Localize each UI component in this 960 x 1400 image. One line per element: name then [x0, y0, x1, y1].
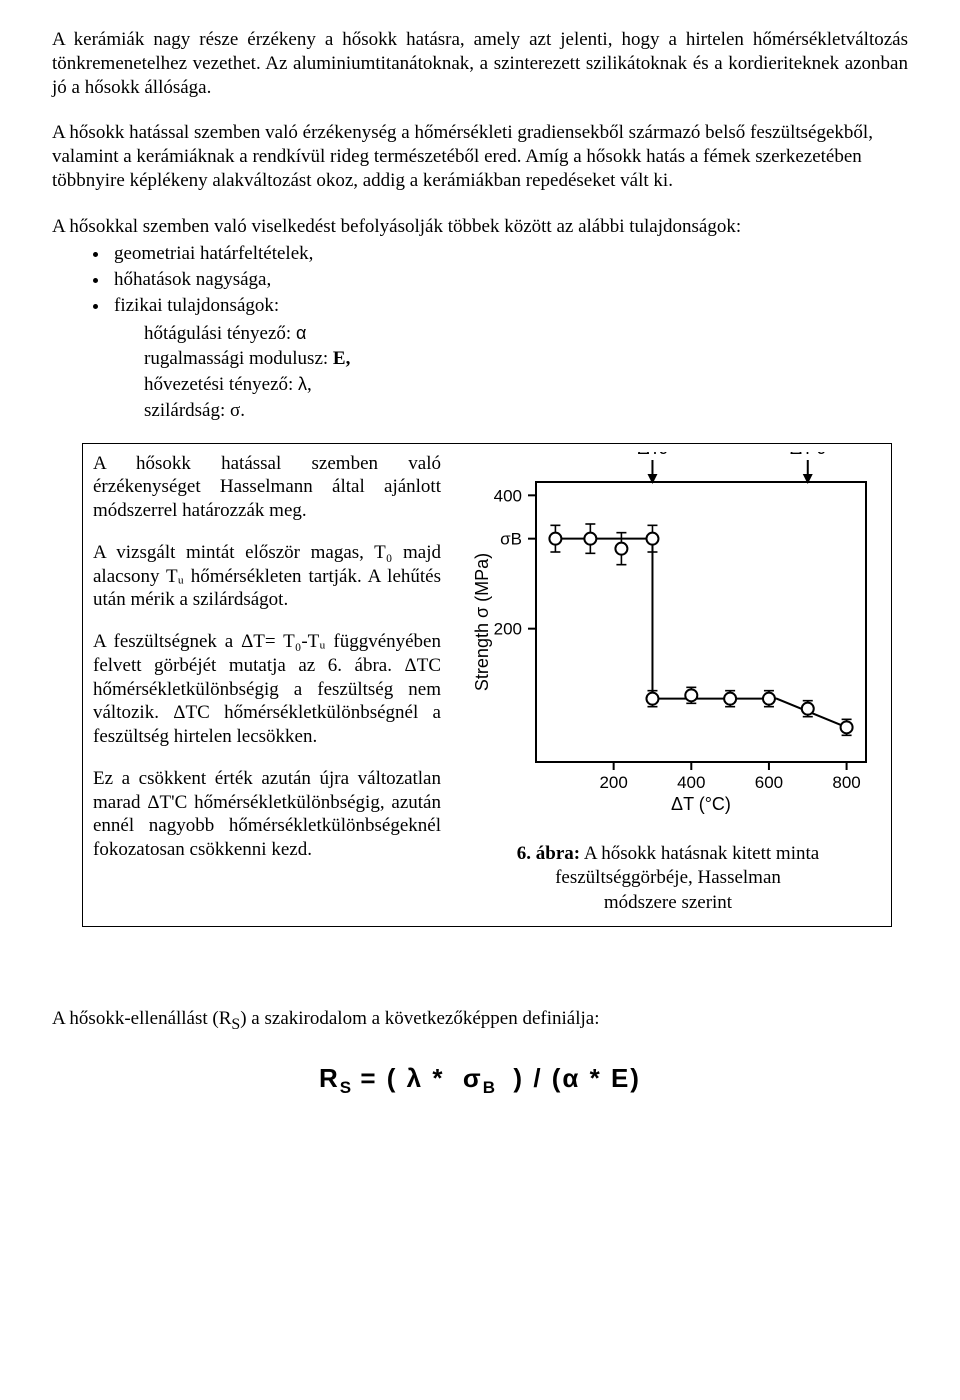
left-p4: Ez a csökkent érték azután újra változat…	[93, 767, 441, 862]
svg-text:ΔTc: ΔTc	[637, 452, 667, 458]
subitem-3: hővezetési tényező: λ,	[144, 373, 908, 397]
bullet-2: hőhatások nagysága,	[110, 268, 908, 292]
paragraph-1: A kerámiák nagy része érzékeny a hősokk …	[52, 28, 908, 99]
figure-text-column: A hősokk hatással szemben való érzékenys…	[93, 452, 441, 916]
sub3-tail: ,	[307, 374, 312, 395]
caption-bold: 6. ábra:	[517, 843, 580, 864]
svg-text:200: 200	[599, 773, 627, 792]
paragraph-2: A hősokk hatással szemben való érzékenys…	[52, 121, 908, 192]
svg-text:ΔT (°C): ΔT (°C)	[671, 794, 731, 814]
subitem-1: hőtágulási tényező: α	[144, 322, 908, 346]
strength-chart: 200 400 600 800 200 400 ΔT (°C) Strength σ (MPa…	[458, 452, 878, 822]
formula: RS = ( λ * σB ) / (α * E)	[52, 1062, 908, 1098]
caption-rest3: módszere szerint	[604, 892, 732, 913]
bullet-1: geometriai határfeltételek,	[110, 242, 908, 266]
sub3-label: hővezetési tényező:	[144, 374, 293, 395]
figure-caption: 6. ábra: A hősokk hatásnak kitett minta …	[517, 842, 819, 916]
svg-text:σB: σB	[500, 529, 522, 548]
lambda-symbol: λ	[298, 374, 307, 394]
sub-list: hőtágulási tényező: α rugalmassági modul…	[52, 322, 908, 423]
left-p2: A vizsgált mintát először magas, T₀ majd…	[93, 541, 441, 612]
svg-text:400: 400	[494, 486, 522, 505]
svg-text:800: 800	[832, 773, 860, 792]
caption-rest2: feszültséggörbéje, Hasselman	[555, 867, 781, 888]
lower-text: A hősokk-ellenállást (RS) a szakirodalom…	[52, 1008, 600, 1029]
svg-text:400: 400	[677, 773, 705, 792]
figure-box: A hősokk hatással szemben való érzékenys…	[82, 443, 892, 927]
lower-paragraph: A hősokk-ellenállást (RS) a szakirodalom…	[52, 1007, 908, 1035]
svg-text:Strength σ (MPa): Strength σ (MPa)	[472, 552, 492, 690]
caption-rest1: A hősokk hatásnak kitett minta	[580, 843, 819, 864]
svg-text:600: 600	[755, 773, 783, 792]
svg-text:ΔT'c: ΔT'c	[790, 452, 825, 458]
bullet-list: geometriai határfeltételek, hőhatások na…	[52, 242, 908, 317]
paragraph-3-lead: A hősokkal szemben való viselkedést befo…	[52, 215, 908, 239]
subitem-2: rugalmassági modulusz: E,	[144, 347, 908, 371]
bullet-3: fizikai tulajdonságok:	[110, 294, 908, 318]
sub2-label: rugalmassági modulusz:	[144, 348, 328, 369]
figure-chart-column: 200 400 600 800 200 400 ΔT (°C) Strength σ (MPa…	[455, 452, 881, 916]
left-p3: A feszültségnek a ΔT= T₀-Tᵤ függvényében…	[93, 630, 441, 749]
svg-text:200: 200	[494, 619, 522, 638]
subitem-4: szilárdság: σ.	[144, 399, 908, 423]
e-symbol: E,	[333, 348, 350, 369]
alpha-symbol: α	[296, 323, 306, 343]
left-p1: A hősokk hatással szemben való érzékenys…	[93, 452, 441, 523]
sub1-label: hőtágulási tényező:	[144, 323, 291, 344]
